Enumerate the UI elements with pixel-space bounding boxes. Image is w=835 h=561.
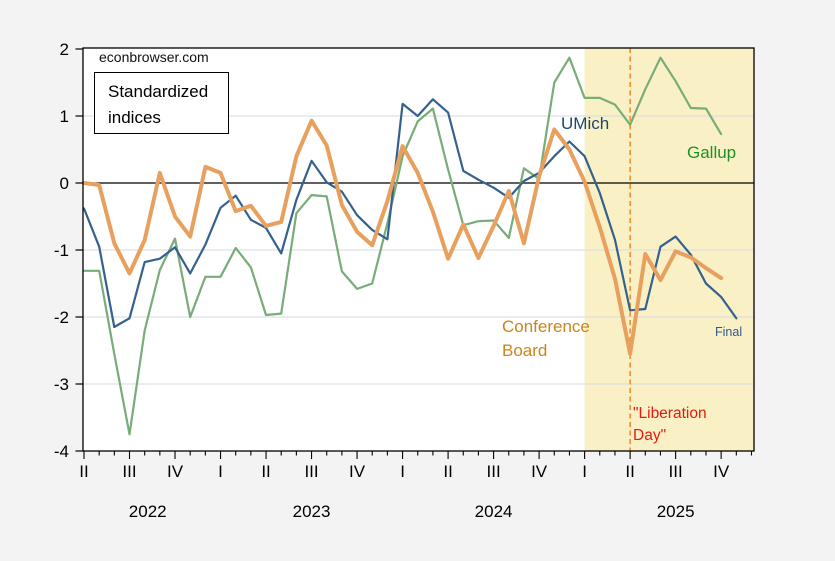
standardized-indices-line1: Standardized	[108, 82, 209, 101]
x-quarter-label: IV	[167, 462, 184, 481]
conference-board-series-label: Conference Board	[502, 315, 590, 363]
conference-board-label-line2: Board	[502, 341, 548, 360]
x-quarter-label: III	[122, 462, 136, 481]
y-tick-label: -1	[54, 241, 69, 260]
series-line-conference-board	[82, 118, 724, 356]
x-quarter-label: III	[304, 462, 318, 481]
watermark-text: econbrowser.com	[99, 49, 209, 65]
x-quarter-label: I	[400, 462, 405, 481]
x-quarter-label: IV	[531, 462, 548, 481]
series-line-gallup	[82, 56, 723, 436]
x-quarter-label: II	[625, 462, 634, 481]
y-tick-label: -2	[54, 308, 69, 327]
liberation-day-line1: "Liberation	[633, 405, 707, 422]
series-line-umich	[82, 98, 738, 329]
y-tick-label: 0	[60, 174, 69, 193]
x-quarter-label: III	[669, 462, 683, 481]
x-year-label: 2024	[475, 502, 513, 521]
liberation-day-annotation: "Liberation Day"	[633, 403, 707, 447]
y-tick-label: -3	[54, 375, 69, 394]
umich-series-label: UMich	[561, 114, 610, 133]
x-quarter-label: I	[582, 462, 587, 481]
x-quarter-label: IV	[349, 462, 366, 481]
final-annotation: Final	[715, 325, 743, 339]
y-tick-label: 2	[60, 40, 69, 59]
x-quarter-label: IV	[713, 462, 730, 481]
x-year-label: 2025	[657, 502, 695, 521]
conference-board-label-line1: Conference	[502, 317, 590, 336]
gallup-series-label: Gallup	[687, 143, 737, 162]
x-year-label: 2022	[129, 502, 167, 521]
y-tick-label: 1	[60, 107, 69, 126]
x-year-label: 2023	[293, 502, 331, 521]
x-quarter-label: III	[487, 462, 501, 481]
standardized-indices-box: Standardized indices	[94, 72, 229, 134]
x-quarter-label: I	[218, 462, 223, 481]
liberation-day-line2: Day"	[633, 427, 667, 444]
x-quarter-label: II	[261, 462, 270, 481]
x-quarter-label: II	[443, 462, 452, 481]
standardized-indices-line2: indices	[108, 108, 161, 127]
x-quarter-label: II	[79, 462, 88, 481]
y-tick-label: -4	[54, 442, 69, 461]
